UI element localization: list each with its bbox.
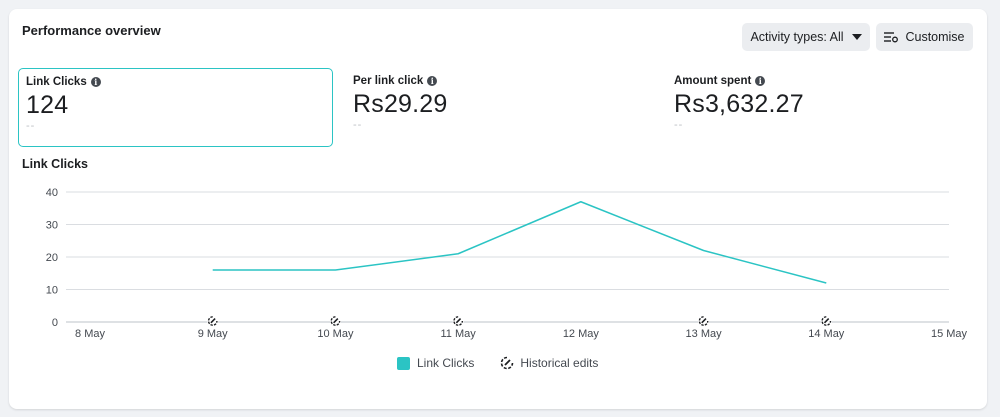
- metric-label-row: Per link click i: [353, 75, 646, 87]
- performance-overview-card: Performance overview Activity types: All…: [9, 9, 987, 409]
- y-tick-label: 20: [46, 252, 58, 264]
- y-tick-label: 40: [46, 187, 58, 199]
- legend-label: Link Clicks: [417, 356, 475, 370]
- metric-amount-spent[interactable]: Amount spent i Rs3,632.27 --: [667, 68, 967, 147]
- series-line-link-clicks: [212, 201, 827, 284]
- metric-link-clicks[interactable]: Link Clicks i 124 --: [18, 68, 333, 147]
- customise-button[interactable]: Customise: [876, 23, 973, 51]
- legend-swatch-link-clicks[interactable]: [397, 356, 410, 370]
- chart-title: Link Clicks: [22, 157, 88, 171]
- x-tick-label: 14 May: [808, 328, 845, 340]
- metric-per-link-click[interactable]: Per link click i Rs29.29 --: [346, 68, 646, 147]
- chevron-down-icon: [851, 34, 862, 40]
- x-tick-label: 11 May: [441, 328, 477, 340]
- metric-label-row: Amount spent i: [674, 75, 967, 87]
- metric-comparison: --: [26, 120, 36, 132]
- historical-edit-marker-icon[interactable]: [820, 315, 832, 327]
- historical-edit-marker-icon[interactable]: [329, 315, 341, 327]
- info-icon[interactable]: i: [427, 76, 438, 86]
- metric-label-row: Link Clicks i: [26, 76, 332, 88]
- metric-comparison: --: [674, 119, 684, 131]
- metric-value: 124: [26, 91, 69, 119]
- x-tick-label: 15 May: [931, 328, 968, 340]
- historical-edit-marker-icon[interactable]: [207, 315, 219, 327]
- customise-icon: [884, 32, 899, 43]
- historical-edit-marker-icon[interactable]: [452, 315, 464, 327]
- metric-label: Per link click: [353, 75, 424, 87]
- historical-edits-icon: [501, 356, 514, 370]
- y-tick-label: 30: [46, 220, 58, 232]
- x-tick-label: 8 May: [75, 328, 105, 340]
- x-tick-label: 9 May: [198, 328, 228, 340]
- card-title: Performance overview: [22, 23, 161, 38]
- legend-label: Historical edits: [520, 356, 599, 370]
- info-icon[interactable]: i: [90, 77, 101, 87]
- customise-label: Customise: [905, 30, 965, 44]
- chart-legend: Link Clicks Historical edits: [397, 355, 598, 371]
- historical-edit-marker-icon[interactable]: [698, 315, 710, 327]
- activity-types-label: Activity types: All: [750, 30, 844, 44]
- activity-types-dropdown[interactable]: Activity types: All: [742, 23, 870, 51]
- x-tick-label: 13 May: [686, 328, 723, 340]
- info-icon[interactable]: i: [755, 76, 766, 86]
- x-tick-label: 10 May: [317, 328, 354, 340]
- metric-value: Rs3,632.27: [674, 90, 804, 118]
- metric-label: Link Clicks: [26, 76, 87, 88]
- metric-value: Rs29.29: [353, 90, 448, 118]
- y-tick-label: 0: [52, 317, 58, 329]
- y-tick-label: 10: [46, 285, 58, 297]
- metric-comparison: --: [353, 119, 363, 131]
- metric-label: Amount spent: [674, 75, 752, 87]
- x-tick-label: 12 May: [563, 328, 600, 340]
- link-clicks-chart: 0 10 20 30 40 8 May 9 May 10 May 11 May 12 May 13 …: [46, 187, 968, 340]
